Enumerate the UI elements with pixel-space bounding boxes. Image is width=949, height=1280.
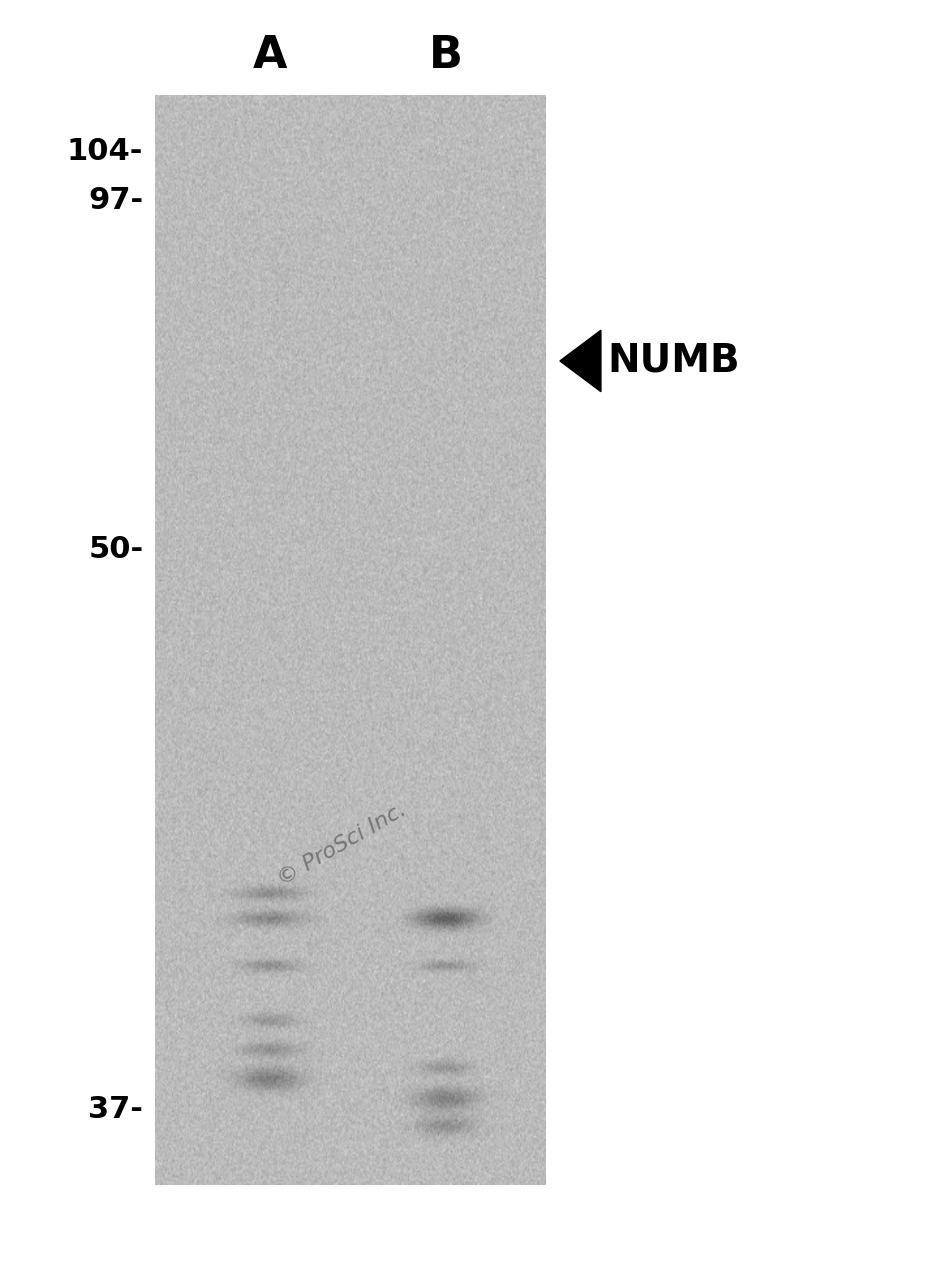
Text: 37-: 37- — [88, 1096, 143, 1124]
Text: B: B — [429, 33, 463, 77]
Text: NUMB: NUMB — [607, 342, 740, 380]
Text: A: A — [253, 33, 288, 77]
Text: 97-: 97- — [88, 187, 143, 215]
Polygon shape — [560, 330, 601, 392]
Text: © ProSci Inc.: © ProSci Inc. — [273, 800, 410, 890]
Text: 104-: 104- — [67, 137, 143, 165]
Text: 50-: 50- — [88, 535, 143, 563]
